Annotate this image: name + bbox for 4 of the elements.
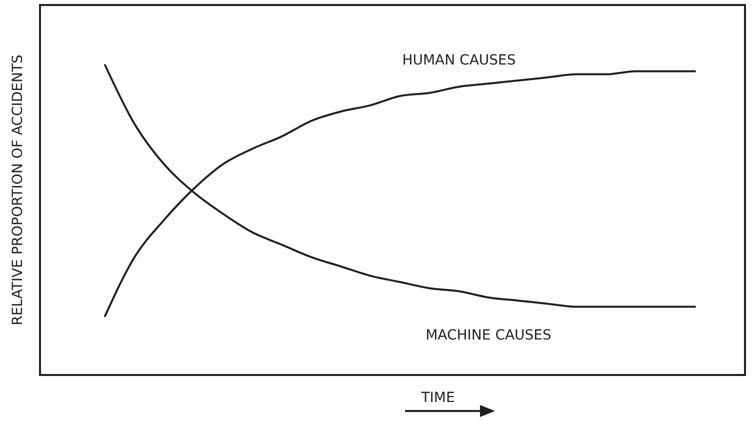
series-label: MACHINE CAUSES — [426, 328, 552, 344]
y-axis-title: RELATIVE PROPORTION OF ACCIDENTS — [10, 54, 26, 326]
series-label: HUMAN CAUSES — [402, 52, 516, 69]
x-axis-title: TIME — [420, 390, 455, 406]
